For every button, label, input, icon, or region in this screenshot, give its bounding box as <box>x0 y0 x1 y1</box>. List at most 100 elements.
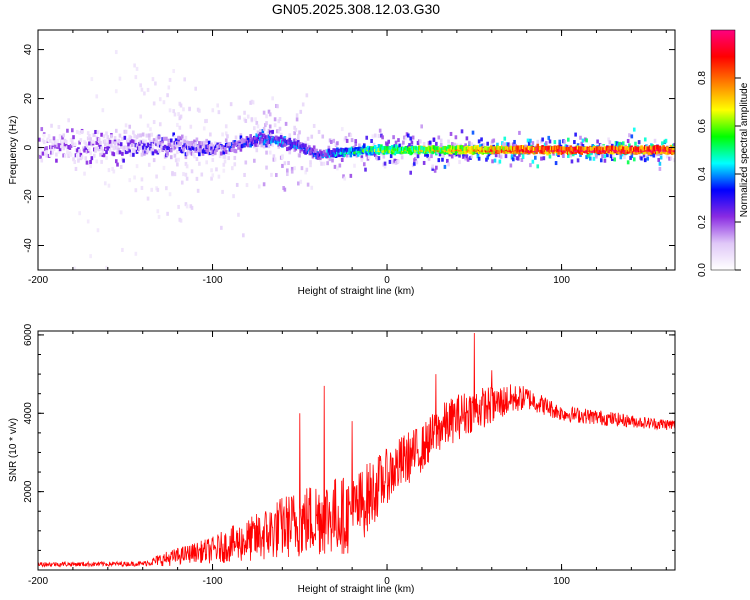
spectrogram-cell <box>290 166 294 171</box>
spectrogram-ridge-cell <box>38 153 40 158</box>
spectrogram-cell <box>143 91 146 96</box>
spectrogram-cell <box>437 158 441 163</box>
spectrogram-cell <box>381 135 384 140</box>
spectrogram-cell <box>573 140 576 145</box>
spectrogram-cell <box>193 154 196 159</box>
spectrogram-cell <box>271 143 274 148</box>
spectrogram-cell <box>173 135 177 140</box>
spectrogram-cell <box>283 161 287 166</box>
spectrogram-cell <box>326 161 329 166</box>
spectrogram-cell <box>320 161 323 166</box>
spectrogram-cell <box>310 185 314 190</box>
colorbar: 0.0 0.2 0.4 0.6 0.8 Normalized spectral ampl… <box>697 29 750 277</box>
spectrogram-cell <box>281 163 284 168</box>
spectrogram-ridge-cell <box>86 131 90 136</box>
spectrogram-cell <box>431 166 434 171</box>
spectrogram-cell <box>626 160 630 165</box>
snr-x-axis-title: Height of straight line (km) <box>298 584 415 595</box>
spectrogram-cell <box>342 174 345 179</box>
colorbar-ticks: 0.0 0.2 0.4 0.6 0.8 <box>697 71 741 277</box>
spectrogram-cell <box>231 166 234 171</box>
spectrogram-cell <box>673 142 675 147</box>
spectrogram-cell <box>155 174 158 179</box>
snr-y-tick-label: 4000 <box>23 402 34 425</box>
colorbar-tick-label: 0.4 <box>697 167 708 181</box>
spectrogram-cell <box>220 225 223 230</box>
spectrogram-ridge-cell <box>72 157 75 162</box>
spectrogram-ridge-cell <box>147 133 151 138</box>
spectrogram-cell <box>172 109 176 114</box>
spectrogram-cell <box>482 142 486 147</box>
spectrogram-cell <box>152 120 156 125</box>
spectrogram-cell <box>499 154 503 159</box>
spectrogram-cell <box>422 160 426 165</box>
spectrogram-cell <box>158 122 162 127</box>
spectrogram-cell <box>227 151 230 156</box>
spectrogram-cell <box>297 181 300 186</box>
spectrogram-ridge-cell <box>308 145 311 150</box>
spectrogram-cell <box>435 141 438 146</box>
spectrogram-cell <box>402 140 405 145</box>
spectrogram-cell <box>398 143 402 148</box>
spectrogram-cell <box>266 131 270 136</box>
spectrogram-ridge-cell <box>63 153 67 158</box>
spectrogram-ridge-cell <box>122 158 125 163</box>
spectrogram-ridge-cell <box>57 124 61 129</box>
spectrogram-ridge-cell <box>45 153 48 158</box>
spectrogram-ridge-cell <box>96 130 100 135</box>
spectrogram-cell <box>512 142 515 147</box>
spectrogram-cell <box>146 123 150 128</box>
spectrogram-cell <box>439 142 443 147</box>
spectrogram-cell <box>287 160 290 165</box>
spectrogram-cell <box>179 103 183 108</box>
spectrogram-cell <box>571 152 575 157</box>
spectrogram-ridge-cell <box>88 134 91 139</box>
spectrogram-cell <box>397 138 400 143</box>
spectrogram-cell <box>327 145 331 150</box>
spectrogram-cell <box>162 100 166 105</box>
spectrogram-cell <box>470 154 474 159</box>
spectrogram-ridge-cell <box>90 156 94 161</box>
spectrogram-cell <box>618 141 621 146</box>
spectrogram-cell <box>265 114 268 119</box>
spectrogram-ridge-cell <box>118 133 122 138</box>
spectrogram-ridge-cell <box>141 145 145 150</box>
spectrogram-cell <box>443 164 447 169</box>
spectrogram-cell <box>626 138 630 143</box>
spectrogram-ridge-cell <box>74 166 78 171</box>
spectrogram-cell <box>259 128 262 133</box>
spectrogram-ridge-cell <box>51 141 55 146</box>
spectrogram-cell <box>643 158 647 163</box>
spectrogram-ridge-cell <box>55 152 58 157</box>
spectrogram-cell <box>179 218 183 223</box>
spectrogram-cell <box>312 123 316 128</box>
spectrogram-cell <box>253 158 256 163</box>
spectrogram-cell <box>172 69 176 74</box>
spectrogram-ridge-cell <box>102 134 106 139</box>
spectrogram-ridge-cell <box>270 140 273 145</box>
spectrogram-cell <box>295 113 299 118</box>
spectrogram-cell <box>657 157 660 162</box>
spectrogram-cell <box>299 179 303 184</box>
spectrogram-ridge-cell <box>161 139 165 144</box>
spectrogram-ridge-cell <box>151 142 155 147</box>
spectrogram-cell <box>251 100 255 105</box>
spectrogram-ridge-cell <box>91 139 95 144</box>
spectrogram-ridge-cell <box>180 134 184 139</box>
spectrogram-cell <box>140 177 144 182</box>
spectrogram-cell <box>653 138 657 143</box>
spectrogram-cell <box>114 50 118 55</box>
spectrogram-cell <box>579 153 582 158</box>
spectrogram-cell <box>471 130 475 135</box>
spectrogram-cell <box>518 130 521 135</box>
spectrogram-cell <box>243 172 246 177</box>
spectrogram-cell <box>349 173 353 178</box>
spectrogram-y-axis-title: Frequency (Hz) <box>8 116 19 185</box>
spectrogram-cell <box>268 112 272 117</box>
spectrogram-cell <box>256 142 260 147</box>
spectrogram-cell <box>293 131 296 136</box>
spectrogram-cell <box>211 157 215 162</box>
spectrogram-cell <box>174 158 178 163</box>
spectrogram-cell <box>310 134 314 139</box>
spectrogram-ridge-cell <box>141 148 145 153</box>
